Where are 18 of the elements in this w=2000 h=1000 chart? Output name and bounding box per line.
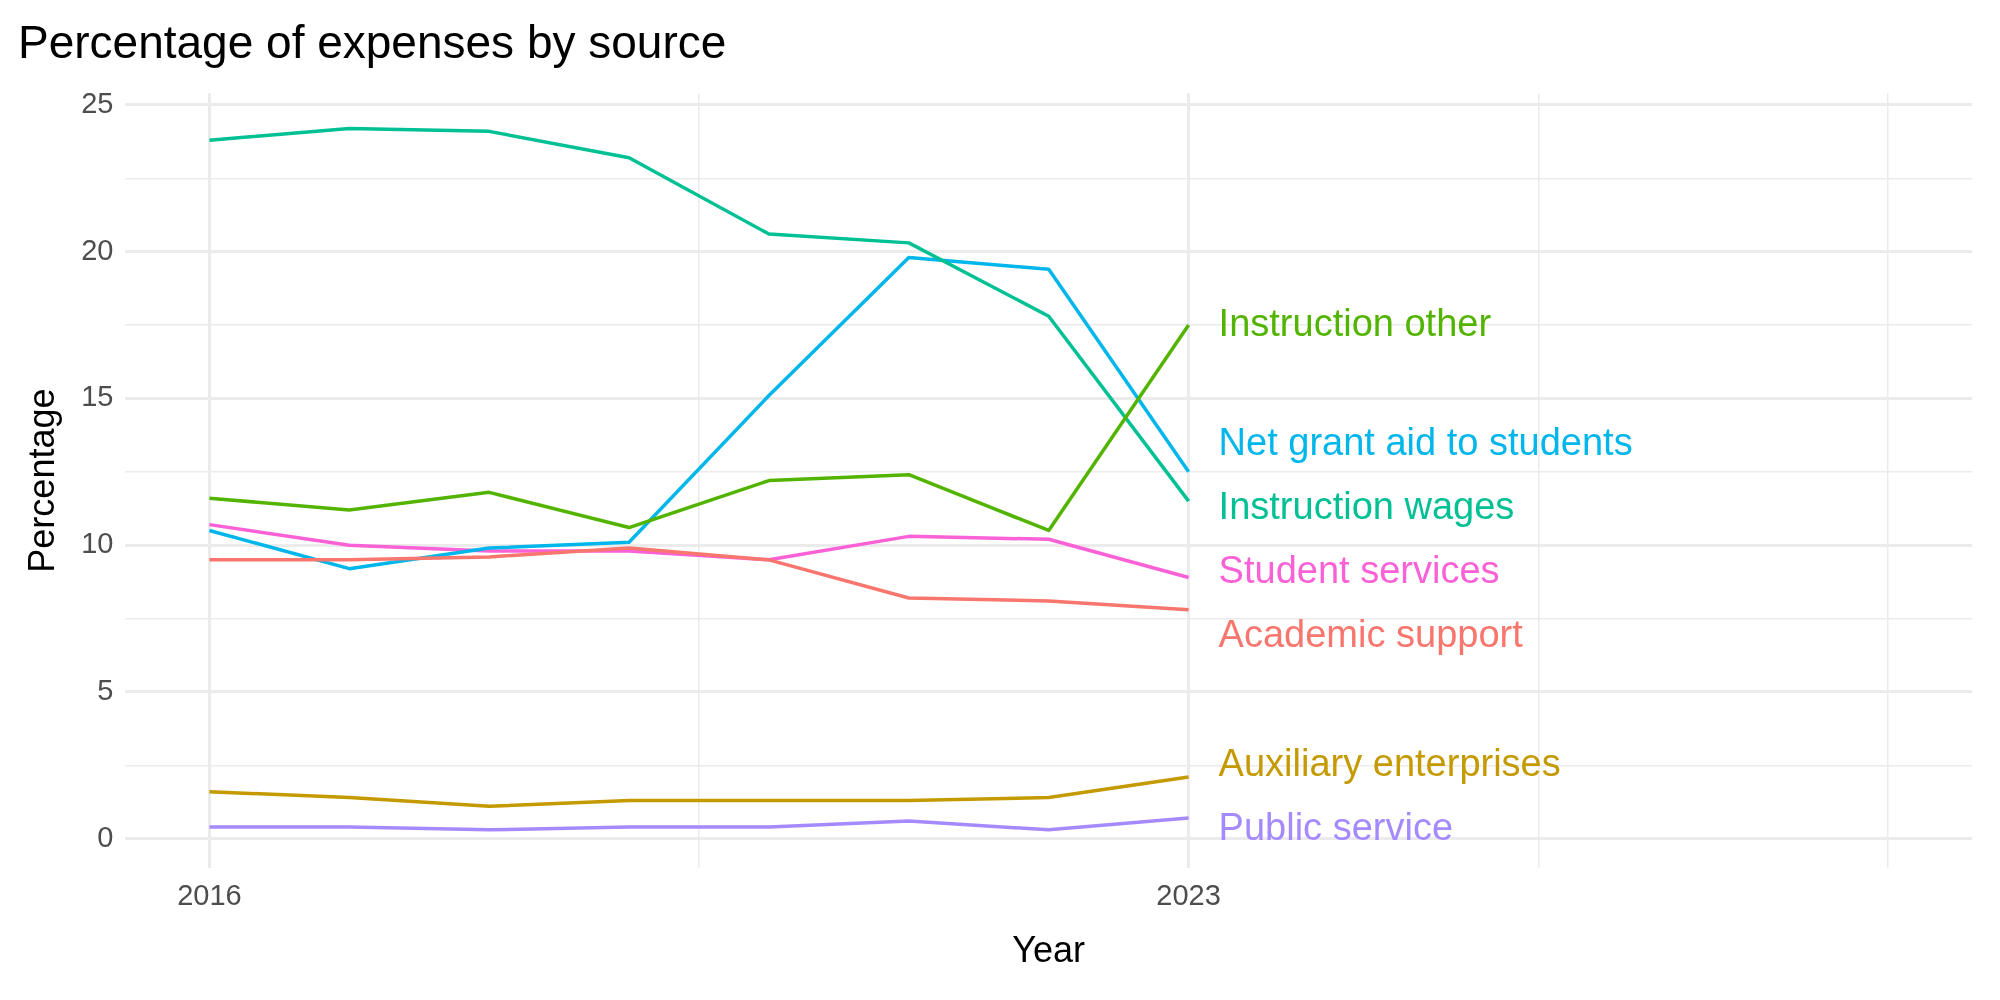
series-label: Instruction other <box>1218 301 1492 344</box>
chart-title: Percentage of expenses by source <box>18 16 727 69</box>
x-tick-label: 2023 <box>1156 879 1221 912</box>
series-label: Net grant aid to students <box>1218 420 1633 463</box>
series-label: Instruction wages <box>1218 484 1515 527</box>
x-axis-title: Year <box>1012 929 1086 971</box>
series-label: Student services <box>1218 548 1500 591</box>
y-tick-label: 20 <box>81 233 114 266</box>
y-axis-title: Percentage <box>20 388 62 573</box>
y-tick-label: 15 <box>81 380 114 413</box>
y-tick-label: 0 <box>97 820 114 853</box>
x-tick-label: 2016 <box>177 879 242 912</box>
y-tick-label: 5 <box>97 673 114 706</box>
y-tick-label: 10 <box>81 527 114 560</box>
series-label: Public service <box>1218 806 1454 849</box>
series-label: Academic support <box>1218 612 1524 655</box>
series-label: Auxiliary enterprises <box>1218 742 1561 785</box>
y-tick-label: 25 <box>81 86 114 119</box>
